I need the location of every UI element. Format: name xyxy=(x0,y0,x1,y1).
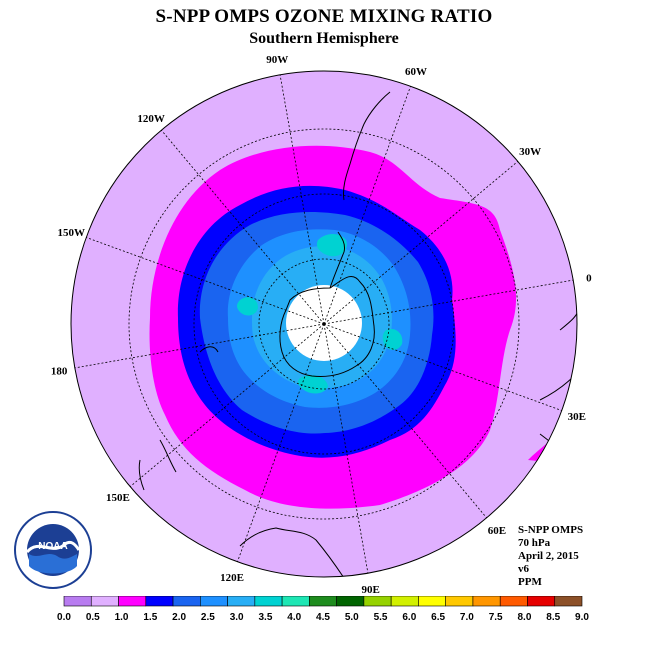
colorbar-tick-labels: 0.0 0.5 1.0 1.5 2.0 2.5 3.0 3.5 4.0 4.5 5.0 5.5 6.0 6… xyxy=(57,612,589,623)
colorbar-tick-label: 4.0 xyxy=(287,612,301,623)
colorbar-tick-label: 2.5 xyxy=(201,612,215,623)
map-subtitle: Southern Hemisphere xyxy=(249,30,399,47)
colorbar-cell xyxy=(254,596,283,607)
colorbar-tick-label: 4.5 xyxy=(316,612,330,623)
longitude-label: 30E xyxy=(568,411,586,423)
colorbar-cell xyxy=(363,596,392,607)
latitude-circle xyxy=(258,258,390,390)
map-title: S-NPP OMPS OZONE MIXING RATIO xyxy=(155,6,493,27)
map-boundary xyxy=(70,70,578,578)
noaa-logo: NOAA xyxy=(14,511,92,589)
longitude-label: 120E xyxy=(220,572,244,584)
longitude-label: 90W xyxy=(266,54,288,66)
info-date: April 2, 2015 xyxy=(518,550,579,562)
longitude-label: 0 xyxy=(586,272,592,284)
field-3.5-4.0-d xyxy=(237,297,258,316)
colorbar-tick-label: 3.5 xyxy=(258,612,272,623)
colorbar-tick-label: 9.0 xyxy=(575,612,589,623)
colorbar-cell xyxy=(472,596,501,607)
longitude-label: 60W xyxy=(405,66,427,78)
info-units: PPM xyxy=(518,576,542,588)
latitude-circle xyxy=(193,193,455,455)
colorbar-tick-label: 0.0 xyxy=(57,612,71,623)
colorbar-tick-label: 8.0 xyxy=(517,612,531,623)
colorbar: 0.0 0.5 1.0 1.5 2.0 2.5 3.0 3.5 4.0 4.5 5.0 5.5 6.0 6… xyxy=(57,596,589,623)
longitude-label: 90E xyxy=(362,584,380,596)
info-version: v6 xyxy=(518,563,529,575)
colorbar-cell xyxy=(527,596,556,607)
colorbar-cells xyxy=(63,596,583,607)
info-block: S-NPP OMPS 70 hPa April 2, 2015 v6 PPM xyxy=(518,524,583,589)
colorbar-tick-label: 5.5 xyxy=(374,612,388,623)
graticule xyxy=(74,74,574,574)
colorbar-cell xyxy=(554,596,583,607)
colorbar-cell xyxy=(445,596,474,607)
colorbar-cell xyxy=(418,596,446,607)
colorbar-tick-label: 1.5 xyxy=(143,612,157,623)
colorbar-cell xyxy=(90,596,119,607)
field-3.5-4.0-b xyxy=(382,328,403,350)
latitude-circle xyxy=(128,128,520,520)
colorbar-tick-label: 3.0 xyxy=(230,612,244,623)
info-instrument: S-NPP OMPS xyxy=(518,524,584,536)
colorbar-cell xyxy=(145,596,174,607)
colorbar-cell xyxy=(499,596,528,607)
longitude-labels: 90W 60W 30W 0 30E 60E 90E 120E 150E 180 150W 120W xyxy=(51,54,592,596)
coastline-peninsula xyxy=(329,231,345,289)
coastline-australia xyxy=(239,527,345,577)
longitude-label: 150W xyxy=(57,227,85,239)
colorbar-tick-label: 7.5 xyxy=(489,612,503,623)
colorbar-cell xyxy=(281,596,310,607)
colorbar-cell xyxy=(118,596,147,607)
longitude-label: 180 xyxy=(51,366,68,378)
colorbar-tick-label: 8.5 xyxy=(546,612,560,623)
field-3.5-4.0-a xyxy=(316,234,347,257)
colorbar-tick-label: 5.0 xyxy=(345,612,359,623)
colorbar-cell xyxy=(227,596,256,607)
colorbar-cell xyxy=(63,596,92,607)
noaa-logo-text: NOAA xyxy=(38,541,67,552)
colorbar-cell xyxy=(390,596,419,607)
colorbar-tick-label: 6.0 xyxy=(402,612,416,623)
longitude-label: 150E xyxy=(106,492,130,504)
colorbar-cell xyxy=(309,596,337,607)
colorbar-cell xyxy=(336,596,365,607)
coastline-antarctica xyxy=(279,276,375,377)
colorbar-tick-label: 7.0 xyxy=(460,612,474,623)
colorbar-tick-label: 2.0 xyxy=(172,612,186,623)
info-pressure-level: 70 hPa xyxy=(518,537,551,549)
longitude-label: 60E xyxy=(488,525,506,537)
colorbar-cell xyxy=(172,596,201,607)
colorbar-cell xyxy=(200,596,228,607)
colorbar-tick-label: 6.5 xyxy=(431,612,445,623)
longitude-label: 120W xyxy=(137,113,165,125)
coastline-new-zealand xyxy=(138,346,219,491)
longitude-label: 30W xyxy=(519,146,541,158)
coastline-south-america xyxy=(343,91,391,201)
colorbar-tick-label: 0.5 xyxy=(86,612,100,623)
colorbar-tick-label: 1.0 xyxy=(115,612,129,623)
